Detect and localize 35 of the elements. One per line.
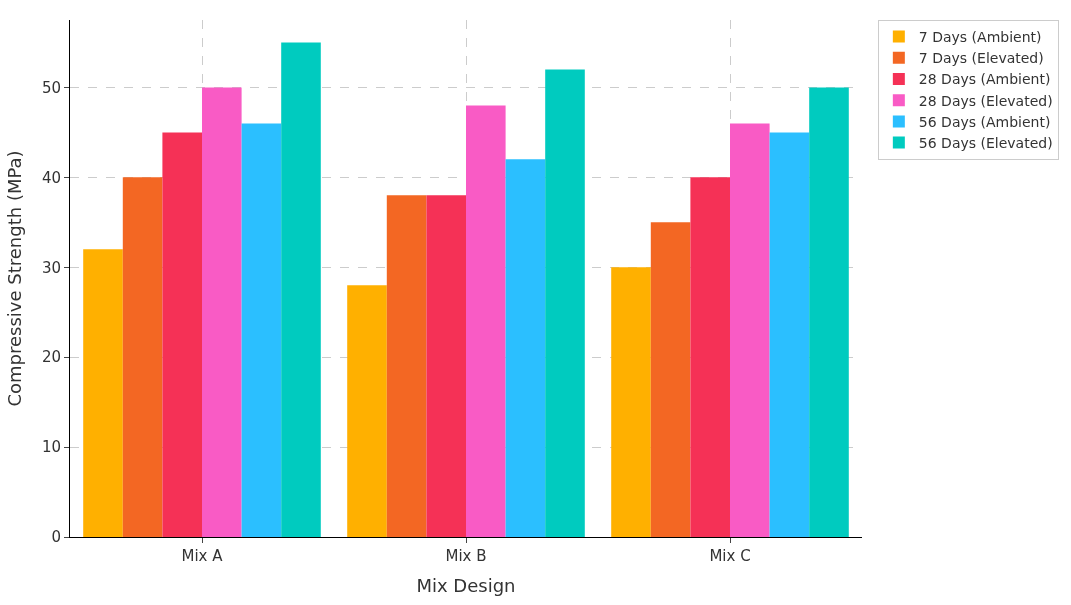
legend-label: 56 Days (Ambient) — [918, 113, 1051, 130]
y-tick-label: 20 — [41, 348, 61, 367]
x-tick-label: Mix A — [181, 547, 224, 565]
bar — [730, 123, 770, 537]
legend-label: 56 Days (Elevated) — [918, 135, 1053, 152]
y-tick-label: 0 — [51, 528, 61, 547]
x-tick-label: Mix B — [445, 547, 487, 565]
bar — [611, 267, 651, 537]
legend-label: 7 Days (Ambient) — [918, 29, 1042, 46]
bar — [386, 195, 427, 537]
bar — [545, 69, 585, 537]
legend-label: 28 Days (Ambient) — [918, 71, 1051, 88]
y-tick-label: 50 — [41, 78, 61, 97]
y-tick-label: 40 — [41, 168, 61, 187]
bar — [426, 195, 466, 537]
bar — [162, 132, 202, 537]
bar — [122, 177, 163, 537]
x-tick-label: Mix C — [709, 547, 751, 565]
bar — [809, 87, 849, 537]
y-tick-label: 10 — [41, 438, 61, 457]
y-tick-label: 30 — [41, 258, 61, 277]
x-axis-title: Mix Design — [416, 575, 516, 597]
y-axis-title: Compressive Strength (MPa) — [4, 150, 26, 407]
legend-label: 28 Days (Elevated) — [918, 92, 1053, 109]
legend-label: 7 Days (Elevated) — [918, 50, 1044, 67]
bar — [505, 159, 546, 537]
bar — [650, 222, 691, 537]
bar — [202, 87, 242, 537]
bar — [769, 132, 810, 537]
bar — [690, 177, 730, 537]
bar — [83, 249, 123, 537]
bar — [466, 105, 506, 537]
bar — [241, 123, 282, 537]
bar — [281, 42, 321, 537]
bar — [347, 285, 387, 537]
